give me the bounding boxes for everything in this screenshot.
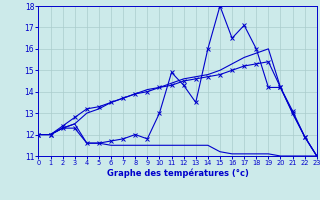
X-axis label: Graphe des températures (°c): Graphe des températures (°c) — [107, 169, 249, 178]
